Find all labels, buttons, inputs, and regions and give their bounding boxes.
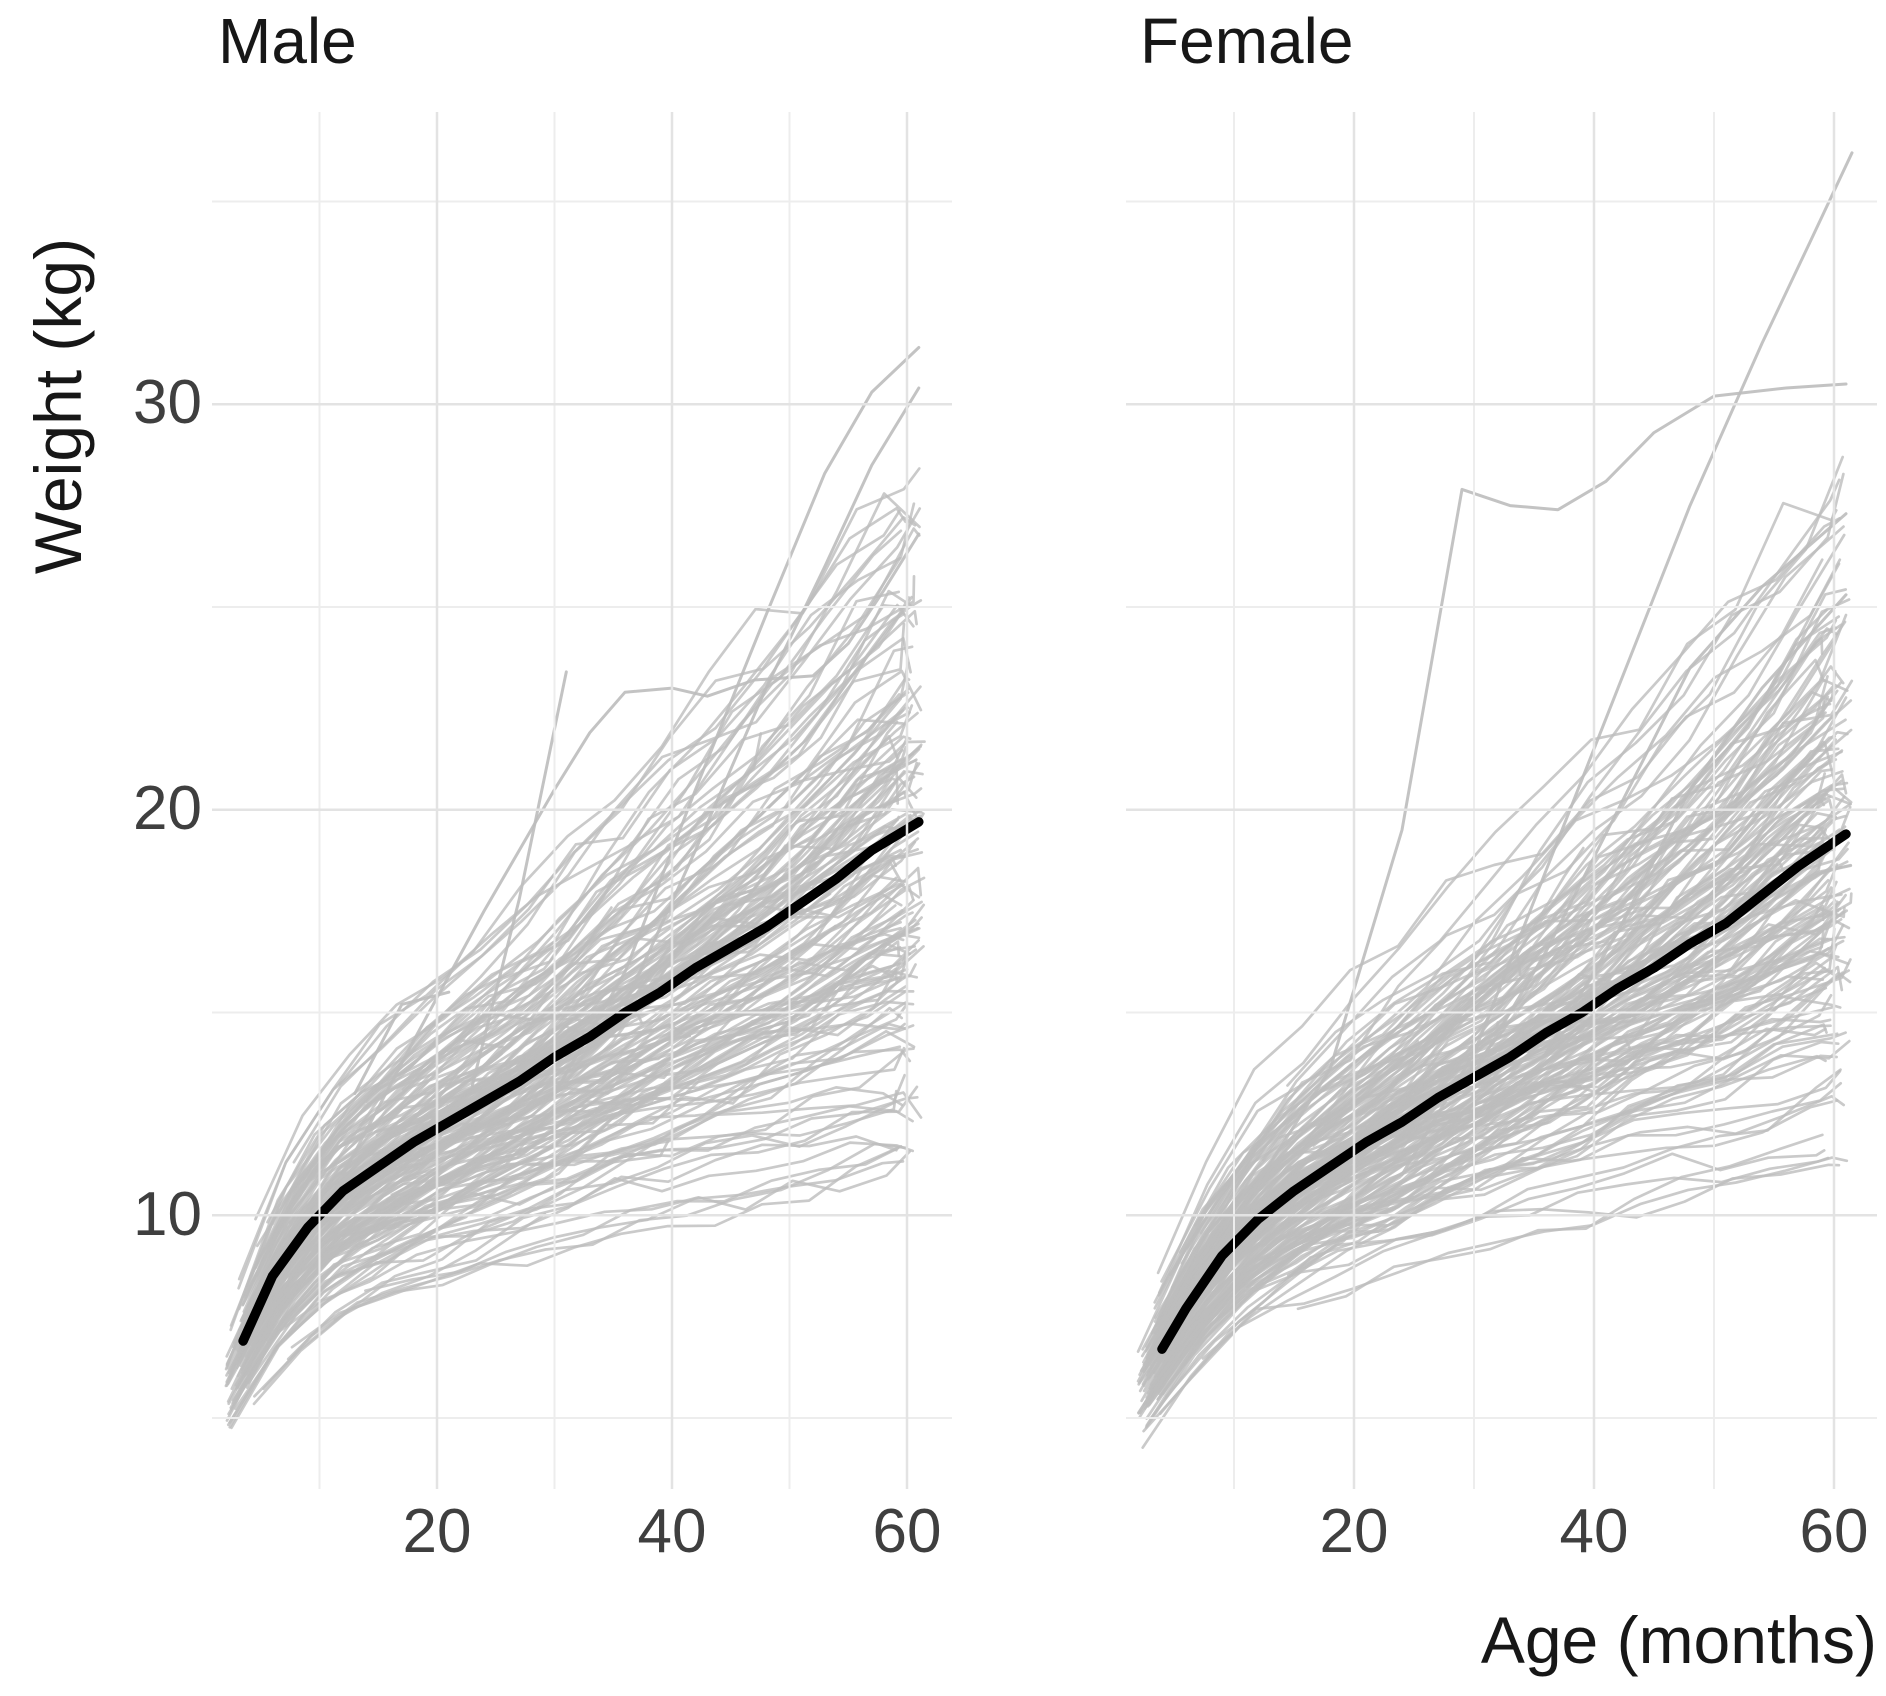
y-axis-title: Weight (kg) [21, 237, 95, 575]
y-tick-label-30: 30 [133, 368, 202, 437]
x-axis-title: Age (months) [1480, 1603, 1877, 1677]
x-tick-label-male-40: 40 [637, 1497, 707, 1566]
x-tick-label-male-20: 20 [402, 1497, 472, 1566]
y-tick-label-20: 20 [133, 774, 202, 843]
x-tick-label-male-60: 60 [872, 1497, 942, 1566]
facet-title-male: Male [218, 5, 357, 77]
x-tick-label-female-40: 40 [1559, 1497, 1629, 1566]
x-tick-label-female-20: 20 [1319, 1497, 1389, 1566]
facet-title-female: Female [1140, 5, 1354, 77]
y-tick-label-10: 10 [133, 1180, 202, 1249]
x-tick-label-female-60: 60 [1799, 1497, 1869, 1566]
